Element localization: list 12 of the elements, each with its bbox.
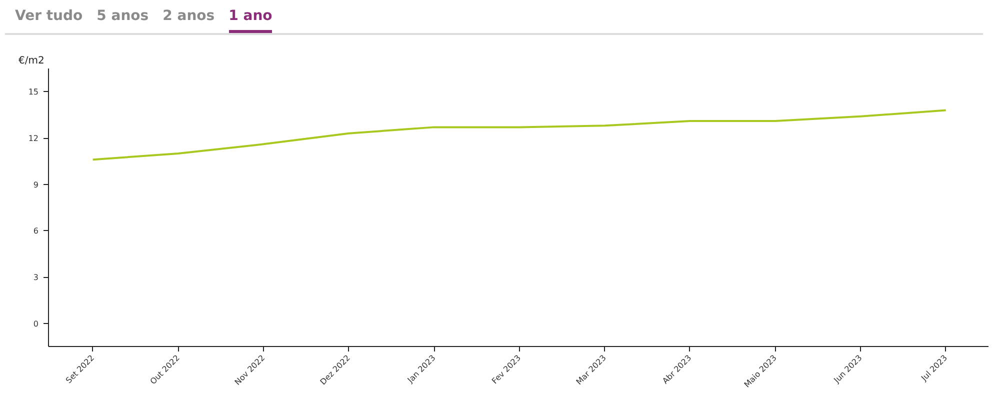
text: 1 ano — [228, 6, 272, 33]
line-series — [92, 109, 947, 161]
y-tick-label: 9 — [33, 180, 39, 190]
y-tick-label: 12 — [28, 134, 39, 143]
y-tick-label: 0 — [33, 319, 39, 328]
y-tick-label: 15 — [28, 88, 39, 97]
text: Ver tudo — [15, 7, 83, 26]
y-axis-title: €/m2 — [18, 56, 44, 66]
text: 2 anos — [162, 7, 215, 26]
y-tick-label: 6 — [33, 226, 39, 236]
text: 5 anos — [96, 7, 149, 26]
y-tick-label: 3 — [33, 273, 39, 282]
